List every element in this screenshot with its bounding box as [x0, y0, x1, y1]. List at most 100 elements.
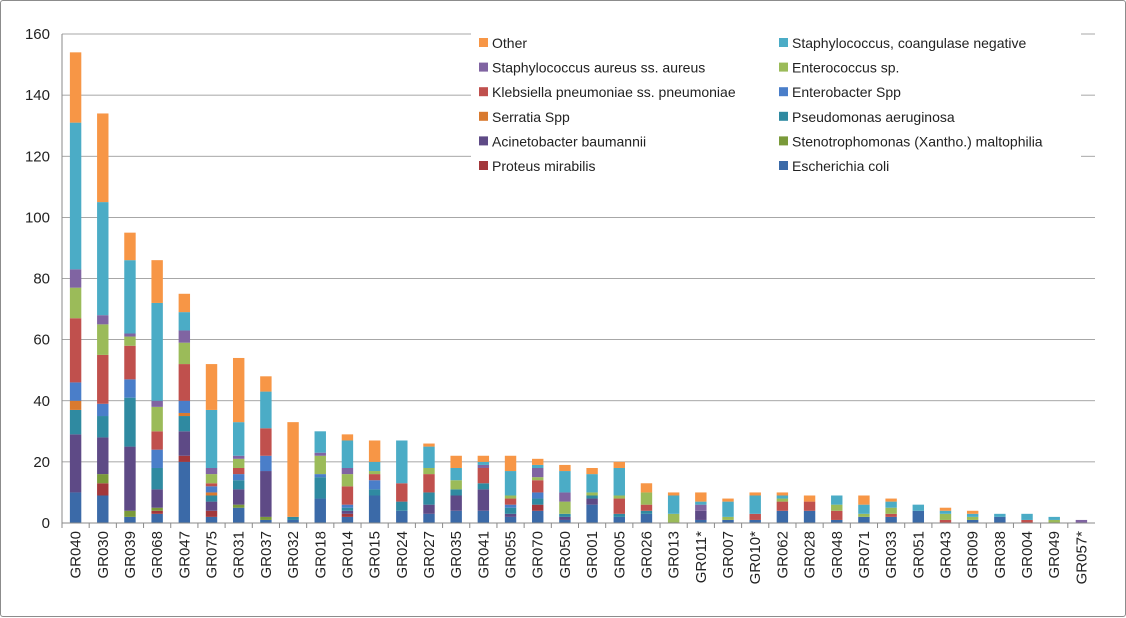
legend-label: Klebsiella pneumoniae ss. pneumoniae: [492, 84, 736, 100]
bar-segment: [341, 507, 354, 511]
bar-segment: [640, 492, 653, 505]
bar-segment: [586, 492, 598, 496]
x-tick-label: GR011*: [693, 531, 710, 583]
bar-segment: [124, 510, 136, 517]
bar-segment: [178, 461, 191, 523]
bar-segment: [559, 513, 571, 517]
bar-segment: [966, 516, 979, 520]
legend-label: Enterobacter Spp: [792, 84, 901, 100]
bar-segment: [205, 486, 218, 493]
x-tick-label: GR051: [910, 531, 927, 579]
bar-segment: [423, 446, 435, 468]
legend-label: Staphylococcus aureus ss. aureus: [492, 60, 705, 76]
bar-segment: [532, 510, 544, 523]
bar-segment: [532, 458, 544, 465]
bar-segment: [423, 467, 435, 475]
bar-segment: [858, 516, 870, 523]
bar-segment: [912, 510, 925, 523]
bar-segment: [205, 492, 218, 496]
bar-segment: [314, 455, 326, 475]
bar-segment: [532, 492, 544, 499]
bar-segment: [69, 434, 82, 493]
bar-segment: [423, 513, 435, 523]
x-tick-label: GR035: [448, 531, 465, 579]
bar-segment: [504, 471, 517, 496]
bar-segment: [178, 312, 191, 331]
bar-segment: [532, 464, 544, 468]
bar-segment: [912, 504, 925, 511]
bar-segment: [178, 412, 191, 417]
bar-segment: [97, 113, 109, 203]
y-tick-label: 120: [25, 148, 50, 165]
x-tick-label: GR007: [720, 531, 737, 579]
bar-segment: [232, 422, 245, 456]
bar-segment: [260, 455, 272, 472]
x-tick-label: GR009: [965, 531, 982, 579]
x-tick-label: GR039: [122, 531, 139, 579]
x-tick-label: GR005: [611, 531, 628, 579]
x-tick-label: GR047: [176, 531, 193, 579]
bar-segment: [885, 498, 897, 502]
bar-segment: [1021, 519, 1033, 523]
x-tick-label: GR031: [231, 531, 248, 579]
bar-segment: [178, 416, 191, 432]
bar-segment: [151, 467, 163, 490]
bar-segment: [232, 474, 245, 481]
bar-segment: [232, 458, 245, 468]
bar-segment: [477, 467, 490, 484]
bar-segment: [69, 287, 82, 319]
legend-swatch: [779, 111, 788, 121]
bar-segment: [477, 483, 490, 490]
bar-segment: [396, 483, 408, 502]
legend-label: Serratia Spp: [492, 109, 570, 125]
bar-segment: [586, 504, 598, 523]
bar-segment: [260, 428, 272, 456]
bar-segment: [504, 455, 517, 472]
bar-segment: [232, 480, 245, 490]
bar-segment: [205, 516, 218, 523]
bar-segment: [178, 364, 191, 401]
bar-segment: [97, 324, 109, 355]
bar-segment: [776, 510, 789, 523]
bar-segment: [885, 501, 897, 508]
bar-segment: [124, 397, 136, 447]
bar-segment: [504, 513, 517, 517]
bar-segment: [341, 486, 354, 505]
bar-segment: [97, 495, 109, 523]
bar-segment: [722, 501, 734, 517]
x-tick-label: GR070: [530, 531, 547, 579]
bar-segment: [205, 510, 218, 517]
bar-segment: [1021, 513, 1033, 520]
bar-segment: [450, 480, 462, 490]
x-tick-label: GR018: [312, 531, 329, 579]
x-tick-label: GR037: [258, 531, 275, 579]
bar-segment: [450, 510, 462, 523]
bar-segment: [559, 516, 571, 520]
bar-segment: [722, 519, 734, 523]
legend-swatch: [479, 161, 488, 170]
bar-segment: [613, 513, 625, 517]
bar-segment: [341, 474, 354, 487]
legend-label: Staphylococcus, coangulase negative: [792, 35, 1026, 51]
bar-segment: [178, 293, 191, 313]
x-tick-label: GR030: [95, 531, 112, 579]
axes: 0 20 40 60 80 100 120 140 160 GR040 GR030 GR039 GR06…: [25, 26, 1095, 584]
y-tick-label: 40: [33, 393, 50, 410]
y-tick-label: 80: [33, 271, 50, 288]
bar-segment: [178, 455, 191, 462]
bar-segment: [69, 409, 82, 435]
bar-segment: [586, 498, 598, 505]
bar-segment: [586, 474, 598, 493]
bar-segment: [994, 513, 1006, 517]
x-tick-label: GR040: [68, 531, 85, 579]
bar-segment: [124, 379, 136, 398]
bar-segment: [124, 336, 136, 346]
x-tick-label: GR038: [992, 531, 1009, 579]
bar-segment: [695, 519, 707, 523]
legend-swatch: [479, 111, 488, 121]
bar-segment: [613, 516, 625, 523]
bar-segment: [504, 507, 517, 514]
bar-segment: [314, 474, 326, 478]
